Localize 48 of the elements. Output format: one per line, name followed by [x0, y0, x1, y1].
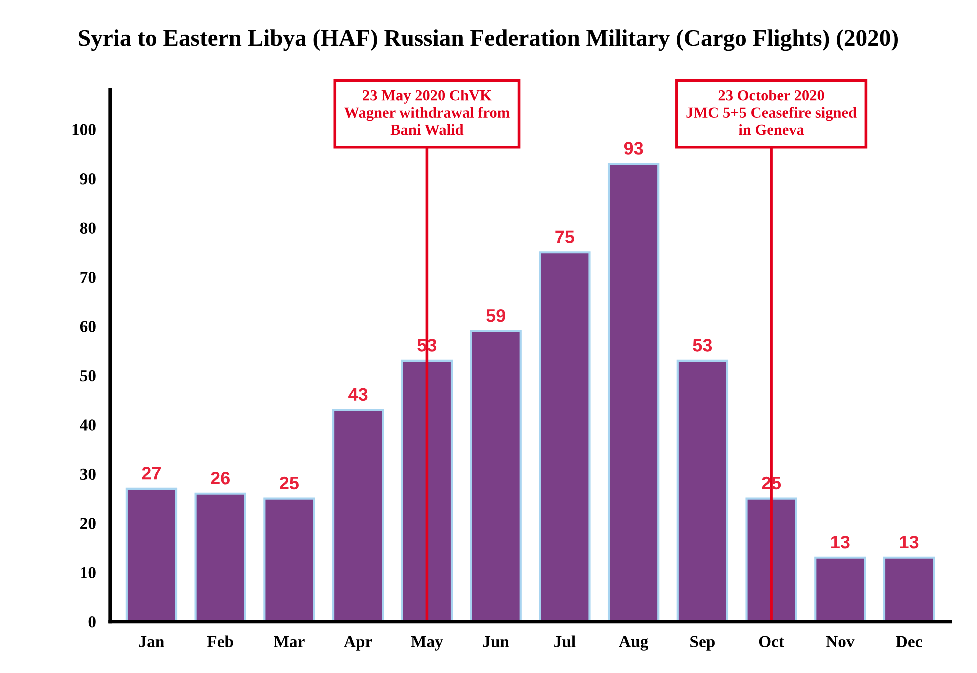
- ref-line-label: 23 October 2020 JMC 5+5 Ceasefire signed in Geneva: [686, 90, 857, 136]
- y-tick-label: 0: [88, 616, 96, 628]
- chart-title: Syria to Eastern Libya (HAF) Russian Federation Military (Cargo Flights) (2020): [79, 30, 898, 52]
- x-tick-label: Aug: [619, 636, 648, 651]
- y-tick-label: 50: [80, 370, 96, 382]
- x-tick-label: Dec: [896, 636, 922, 648]
- x-tick-label: Jul: [554, 636, 576, 648]
- bar: [194, 492, 246, 622]
- bar: [676, 360, 729, 622]
- bar: [126, 488, 178, 622]
- data-label: 25: [280, 476, 300, 490]
- data-label: 43: [348, 388, 368, 402]
- bar: [608, 162, 660, 622]
- data-label: 93: [624, 142, 644, 155]
- y-tick-label: 30: [80, 468, 96, 480]
- data-label: 53: [693, 339, 712, 352]
- y-tick-label: 10: [81, 567, 96, 579]
- y-tick-label: 60: [80, 321, 96, 332]
- x-tick-label: Nov: [826, 636, 855, 648]
- y-tick-label: 20: [80, 518, 96, 530]
- bar: [401, 360, 454, 622]
- x-tick-label: Apr: [344, 636, 372, 651]
- bar: [883, 556, 936, 622]
- x-tick-label: Jun: [483, 636, 510, 648]
- x-tick-label: Jan: [139, 636, 164, 648]
- x-tick-label: Oct: [759, 636, 784, 648]
- x-tick-label: May: [411, 636, 444, 651]
- data-label: 59: [486, 309, 506, 322]
- data-label: 13: [900, 536, 919, 549]
- bar: [539, 252, 591, 622]
- bar: [746, 498, 798, 622]
- y-tick-label: 90: [80, 173, 96, 185]
- y-tick-label: 40: [80, 420, 96, 431]
- data-label: 75: [556, 230, 574, 244]
- y-tick-label: 70: [80, 272, 96, 284]
- data-label: 26: [211, 472, 230, 485]
- bar: [470, 330, 522, 622]
- y-tick-label: 80: [80, 222, 96, 234]
- bar: [814, 556, 866, 622]
- x-tick-label: Sep: [690, 636, 715, 651]
- y-tick-label: 100: [72, 124, 96, 136]
- data-label: 27: [142, 467, 161, 480]
- ref-line-label: 23 May 2020 ChVK Wagner withdrawal from Bani Walid: [344, 90, 510, 136]
- x-tick-label: Mar: [274, 636, 305, 648]
- bar: [332, 409, 384, 622]
- x-tick-label: Feb: [207, 636, 234, 648]
- bar: [264, 498, 316, 622]
- data-label: 13: [832, 536, 850, 549]
